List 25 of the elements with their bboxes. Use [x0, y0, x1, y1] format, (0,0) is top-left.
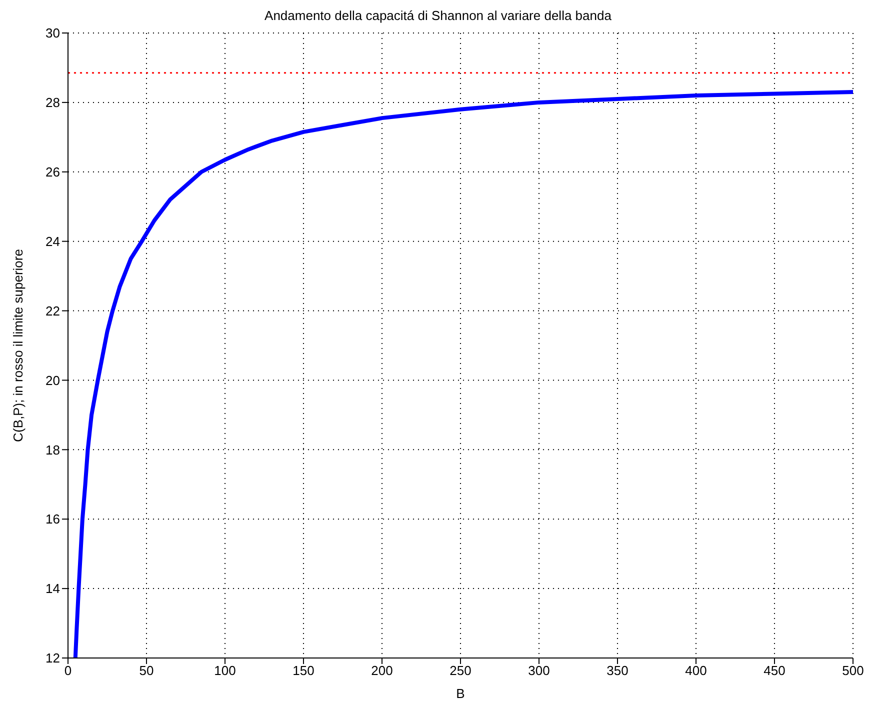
x-tick-label: 100 — [214, 663, 236, 678]
y-tick-label: 16 — [46, 512, 60, 527]
x-tick-label: 300 — [528, 663, 550, 678]
x-axis-title: B — [456, 686, 465, 701]
y-tick-label: 24 — [46, 234, 60, 249]
x-tick-label: 0 — [64, 663, 72, 678]
y-tick-label: 18 — [46, 442, 60, 458]
x-tick-label: 50 — [139, 663, 154, 678]
x-tick-label: 200 — [371, 663, 393, 678]
chart-title: Andamento della capacitá di Shannon al variare della banda — [264, 8, 612, 23]
y-tick-label: 12 — [46, 650, 60, 666]
y-tick-label: 30 — [46, 26, 60, 41]
line-series — [73, 90, 853, 658]
y-tick-label: 22 — [46, 303, 60, 318]
x-tick-label: 400 — [685, 663, 707, 678]
x-tick-label: 250 — [450, 663, 472, 678]
x-tick-label: 150 — [292, 663, 314, 678]
x-tick-label: 350 — [606, 663, 628, 678]
x-tick-label: 450 — [764, 663, 786, 678]
y-tick-label: 28 — [46, 95, 60, 110]
y-tick-label: 14 — [46, 581, 60, 596]
y-tick-label: 26 — [46, 164, 60, 180]
y-tick-label: 20 — [46, 372, 60, 388]
x-tick-label: 500 — [842, 663, 864, 678]
y-axis-title: C(B,P); in rosso il limite superiore — [10, 249, 26, 442]
